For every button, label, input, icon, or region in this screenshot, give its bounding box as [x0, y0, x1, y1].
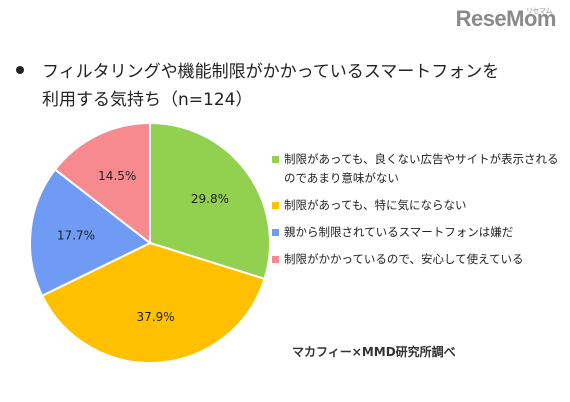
legend-item-dislike-parent-limit: 親から制限されているスマートフォンは嫌だ	[272, 223, 562, 242]
chart-title-line2: 利用する気持ち（n=124）	[42, 90, 253, 110]
legend-swatch	[272, 229, 279, 236]
legend-label: 制限があっても、良くない広告やサイトが表示されるのであまり意味がない	[284, 152, 559, 185]
legend-swatch	[272, 202, 279, 209]
chart-legend: 制限があっても、良くない広告やサイトが表示されるのであまり意味がない 制限があっ…	[272, 150, 562, 277]
logo-mark: リセマム	[526, 8, 553, 15]
chart-title: フィルタリングや機能制限がかかっているスマートフォンを 利用する気持ち（n=12…	[16, 58, 499, 114]
source-credit: マカフィー×MMD研究所調べ	[292, 345, 456, 359]
legend-item-ads-meaningless: 制限があっても、良くない広告やサイトが表示されるのであまり意味がない	[272, 150, 562, 188]
pie-slice	[29, 168, 152, 298]
pie-slice	[53, 121, 151, 246]
legend-label: 制限がかかっているので、安心して使えている	[284, 252, 524, 266]
legend-item-not-bothered: 制限があっても、特に気にならない	[272, 196, 562, 215]
legend-label: 制限があっても、特に気にならない	[284, 198, 467, 212]
pie-slice	[149, 121, 271, 281]
legend-swatch	[272, 256, 279, 263]
bullet-icon	[16, 66, 24, 74]
resemom-logo: ReseMom リセマム	[455, 6, 557, 32]
pie-data-label: 37.9%	[137, 310, 175, 324]
logo-text: ReseMom	[455, 6, 557, 31]
pie-data-label: 17.7%	[57, 228, 95, 242]
pie-data-label: 29.8%	[191, 192, 229, 206]
chart-title-line1: フィルタリングや機能制限がかかっているスマートフォンを	[42, 62, 500, 82]
legend-label: 親から制限されているスマートフォンは嫌だ	[284, 225, 514, 239]
legend-item-feel-safe: 制限がかかっているので、安心して使えている	[272, 250, 562, 269]
pie-data-label: 14.5%	[98, 169, 136, 183]
pie-slice	[40, 241, 266, 364]
legend-swatch	[272, 156, 279, 163]
